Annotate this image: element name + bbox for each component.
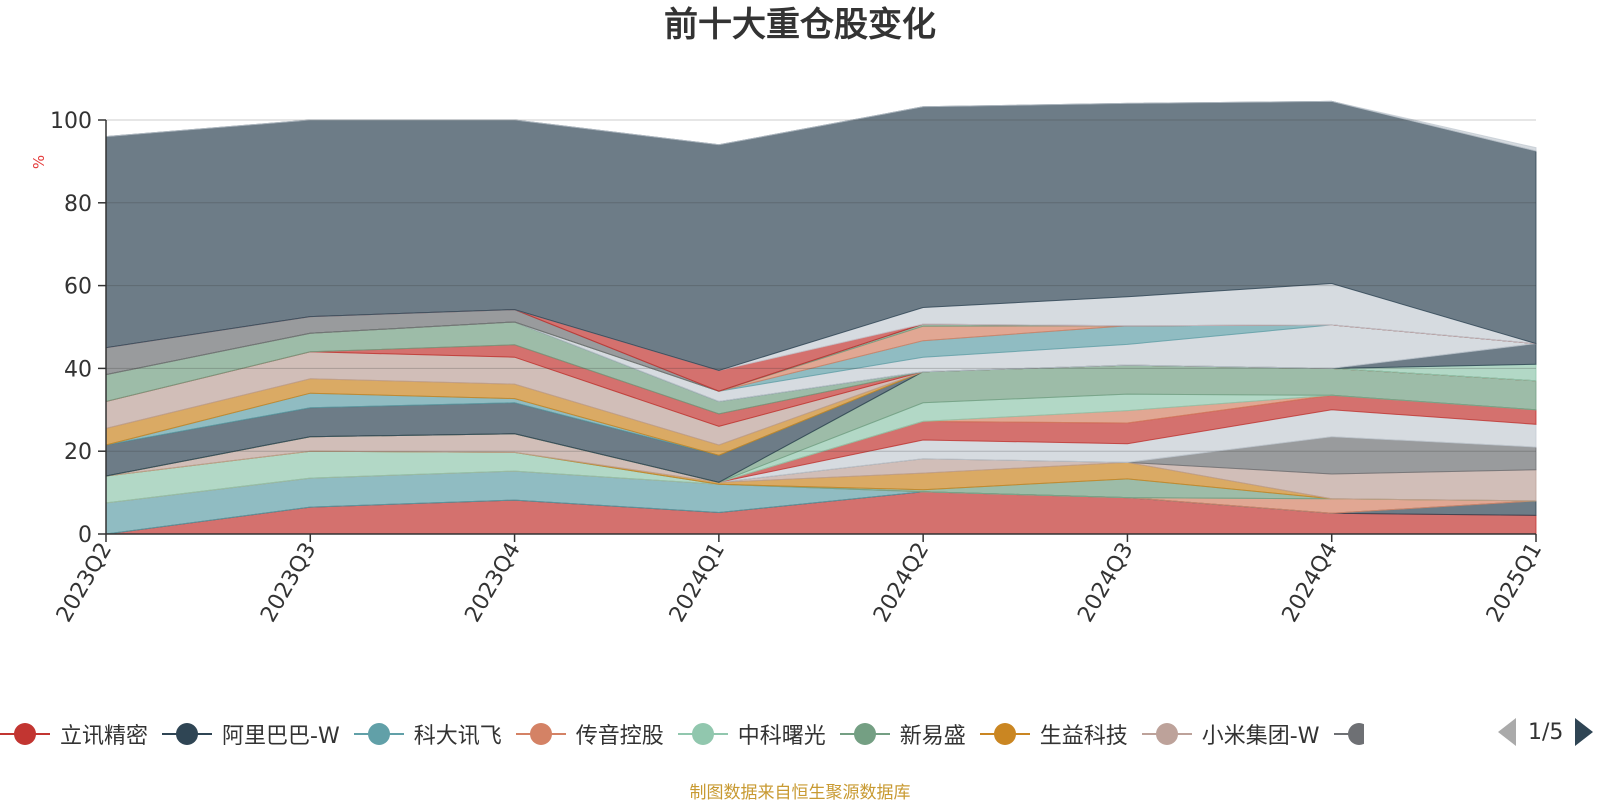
legend-label: 中科曙光: [737, 724, 826, 749]
legend-item-4[interactable]: 中科曙光: [677, 718, 826, 750]
legend-marker-icon: [353, 720, 404, 748]
legend-marker: [1333, 720, 1364, 748]
legend-label: 传音控股: [575, 724, 664, 749]
x-tick-label-1: 2023Q3: [256, 539, 321, 627]
legend-marker-icon: [0, 720, 50, 748]
x-tick-label-6: 2024Q4: [1278, 539, 1343, 627]
y-tick-label-2: 40: [64, 357, 92, 382]
legend-label: 立讯精密: [60, 724, 149, 749]
y-tick-label-3: 60: [64, 275, 92, 300]
legend-item-6[interactable]: 生益科技: [979, 718, 1128, 750]
legend-label: 新易盛: [899, 724, 966, 749]
y-tick-label-4: 80: [64, 192, 92, 217]
legend-item-0[interactable]: 立讯精密: [0, 718, 148, 750]
legend-item-1[interactable]: 阿里巴巴-W: [162, 718, 340, 750]
y-tick-label-5: 100: [50, 109, 92, 134]
area-series-30: [105, 100, 1537, 152]
legend-marker-icon: [839, 720, 890, 748]
legend-items: 立讯精密 阿里巴巴-W 科大讯飞 传音控股 中科曙光 新易盛 生益科技 小米集团-W: [0, 718, 1334, 750]
legend-label: 生益科技: [1039, 724, 1128, 749]
pager-next-icon[interactable]: [1575, 718, 1594, 746]
legend-item-partial[interactable]: [1333, 720, 1364, 748]
legend-item-2[interactable]: 科大讯飞: [353, 718, 502, 750]
legend-marker-icon: [162, 720, 213, 748]
source-note: 制图数据来自恒生聚源数据库: [689, 783, 911, 803]
pager-text: 1/5: [1528, 719, 1564, 745]
legend-pager: 1/5: [1498, 718, 1594, 746]
x-tick-label-2: 2023Q4: [460, 539, 525, 627]
y-axis-unit: %: [30, 155, 48, 169]
legend-item-3[interactable]: 传音控股: [515, 718, 664, 750]
legend-marker-icon: [979, 720, 1030, 748]
legend-label: 科大讯飞: [413, 724, 502, 749]
legend-label: 阿里巴巴-W: [222, 724, 340, 749]
legend-marker-icon: [677, 720, 728, 748]
legend: 立讯精密 阿里巴巴-W 科大讯飞 传音控股 中科曙光 新易盛 生益科技 小米集团-W: [0, 716, 1600, 752]
legend-item-7[interactable]: 小米集团-W: [1141, 718, 1320, 750]
x-tick-label-5: 2024Q3: [1073, 539, 1138, 627]
x-tick-label-4: 2024Q2: [869, 539, 934, 627]
legend-label: 小米集团-W: [1201, 724, 1320, 749]
chart-title: 前十大重仓股变化: [664, 5, 936, 45]
x-tick-label-3: 2024Q1: [665, 539, 730, 627]
pager-prev-icon[interactable]: [1498, 718, 1516, 746]
legend-item-5[interactable]: 新易盛: [839, 718, 966, 750]
x-tick-label-7: 2025Q1: [1482, 539, 1547, 627]
legend-marker-icon: [1141, 720, 1192, 748]
x-tick-label-0: 2023Q2: [52, 539, 117, 627]
area-layers: [105, 100, 1537, 535]
y-tick-label-1: 20: [64, 440, 92, 465]
y-tick-label-0: 0: [78, 523, 92, 548]
legend-marker-icon: [515, 720, 566, 748]
